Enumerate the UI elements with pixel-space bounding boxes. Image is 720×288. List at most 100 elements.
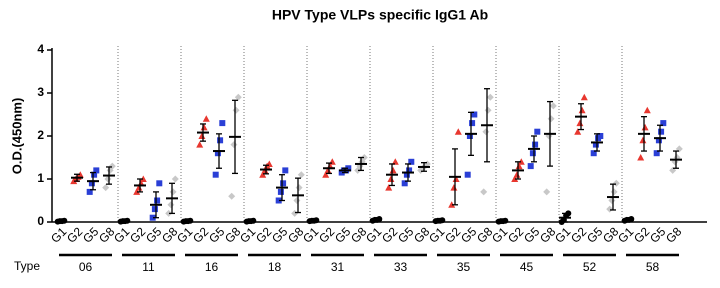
point (641, 123, 649, 131)
point (653, 150, 660, 157)
point (387, 175, 395, 182)
point (547, 115, 555, 123)
point (660, 120, 667, 127)
point (608, 197, 616, 204)
point (228, 192, 236, 200)
point (345, 165, 352, 172)
category-label: 35 (457, 260, 471, 274)
point (389, 166, 397, 174)
point (291, 209, 299, 217)
point (277, 188, 284, 195)
point (133, 188, 141, 195)
y-tick-label: 4 (37, 42, 44, 56)
point (408, 158, 415, 165)
point (280, 180, 287, 187)
point (232, 106, 240, 114)
point (466, 133, 473, 139)
point (165, 209, 173, 217)
point (480, 188, 488, 196)
point (590, 150, 597, 157)
y-tick-label: 2 (37, 128, 44, 142)
point (549, 102, 557, 110)
point (328, 158, 336, 165)
point (139, 175, 147, 182)
point (171, 175, 179, 183)
point (517, 158, 525, 165)
point (482, 128, 490, 136)
point (154, 197, 161, 204)
category-label: 11 (142, 260, 155, 274)
point (293, 197, 301, 204)
point (86, 188, 93, 195)
point (230, 141, 238, 149)
point (196, 141, 204, 148)
point (643, 106, 651, 114)
point (486, 93, 494, 101)
point (527, 163, 534, 170)
category-label: 31 (331, 260, 345, 274)
point (655, 137, 662, 144)
point (576, 119, 584, 127)
point (151, 206, 158, 213)
category-label: 52 (583, 260, 597, 274)
point (295, 184, 303, 192)
y-axis-label: O.D.(450nm) (9, 98, 24, 175)
category-label: 06 (79, 260, 93, 274)
point (637, 154, 645, 161)
point (580, 93, 588, 101)
point (76, 171, 84, 178)
y-tick-label: 3 (37, 85, 44, 99)
point (471, 111, 478, 118)
point (88, 180, 95, 187)
point (543, 188, 551, 196)
point (401, 180, 408, 187)
point (639, 136, 647, 144)
point (391, 158, 399, 165)
point (403, 171, 410, 178)
point (93, 167, 100, 174)
point (469, 120, 476, 127)
point (574, 128, 582, 135)
group-label: G8 (663, 224, 684, 245)
point (200, 123, 208, 131)
point (91, 171, 98, 178)
point (578, 106, 586, 114)
y-tick-label: 0 (37, 214, 44, 228)
point (484, 106, 492, 114)
point (214, 150, 221, 157)
point (234, 93, 242, 101)
category-label: 58 (646, 260, 660, 274)
category-label: 33 (394, 260, 408, 274)
point (385, 184, 393, 191)
point (532, 141, 539, 148)
point (108, 162, 116, 170)
point (167, 201, 175, 209)
point (217, 137, 224, 144)
point (212, 171, 219, 178)
point (529, 150, 536, 157)
point (597, 133, 604, 139)
y-tick-label: 1 (37, 171, 44, 185)
point (448, 201, 456, 208)
point (406, 167, 413, 174)
point (149, 214, 156, 221)
point (169, 188, 177, 196)
point (592, 141, 599, 148)
category-label: 18 (268, 260, 282, 274)
point (464, 171, 471, 178)
point (612, 179, 620, 187)
point (534, 128, 541, 135)
point (658, 128, 665, 135)
point (565, 210, 572, 217)
point (606, 205, 614, 213)
point (202, 115, 210, 122)
point (282, 167, 289, 174)
point (297, 171, 305, 179)
point (454, 128, 462, 135)
category-label: 16 (205, 260, 219, 274)
point (275, 197, 282, 204)
point (450, 184, 458, 191)
point (511, 175, 519, 182)
